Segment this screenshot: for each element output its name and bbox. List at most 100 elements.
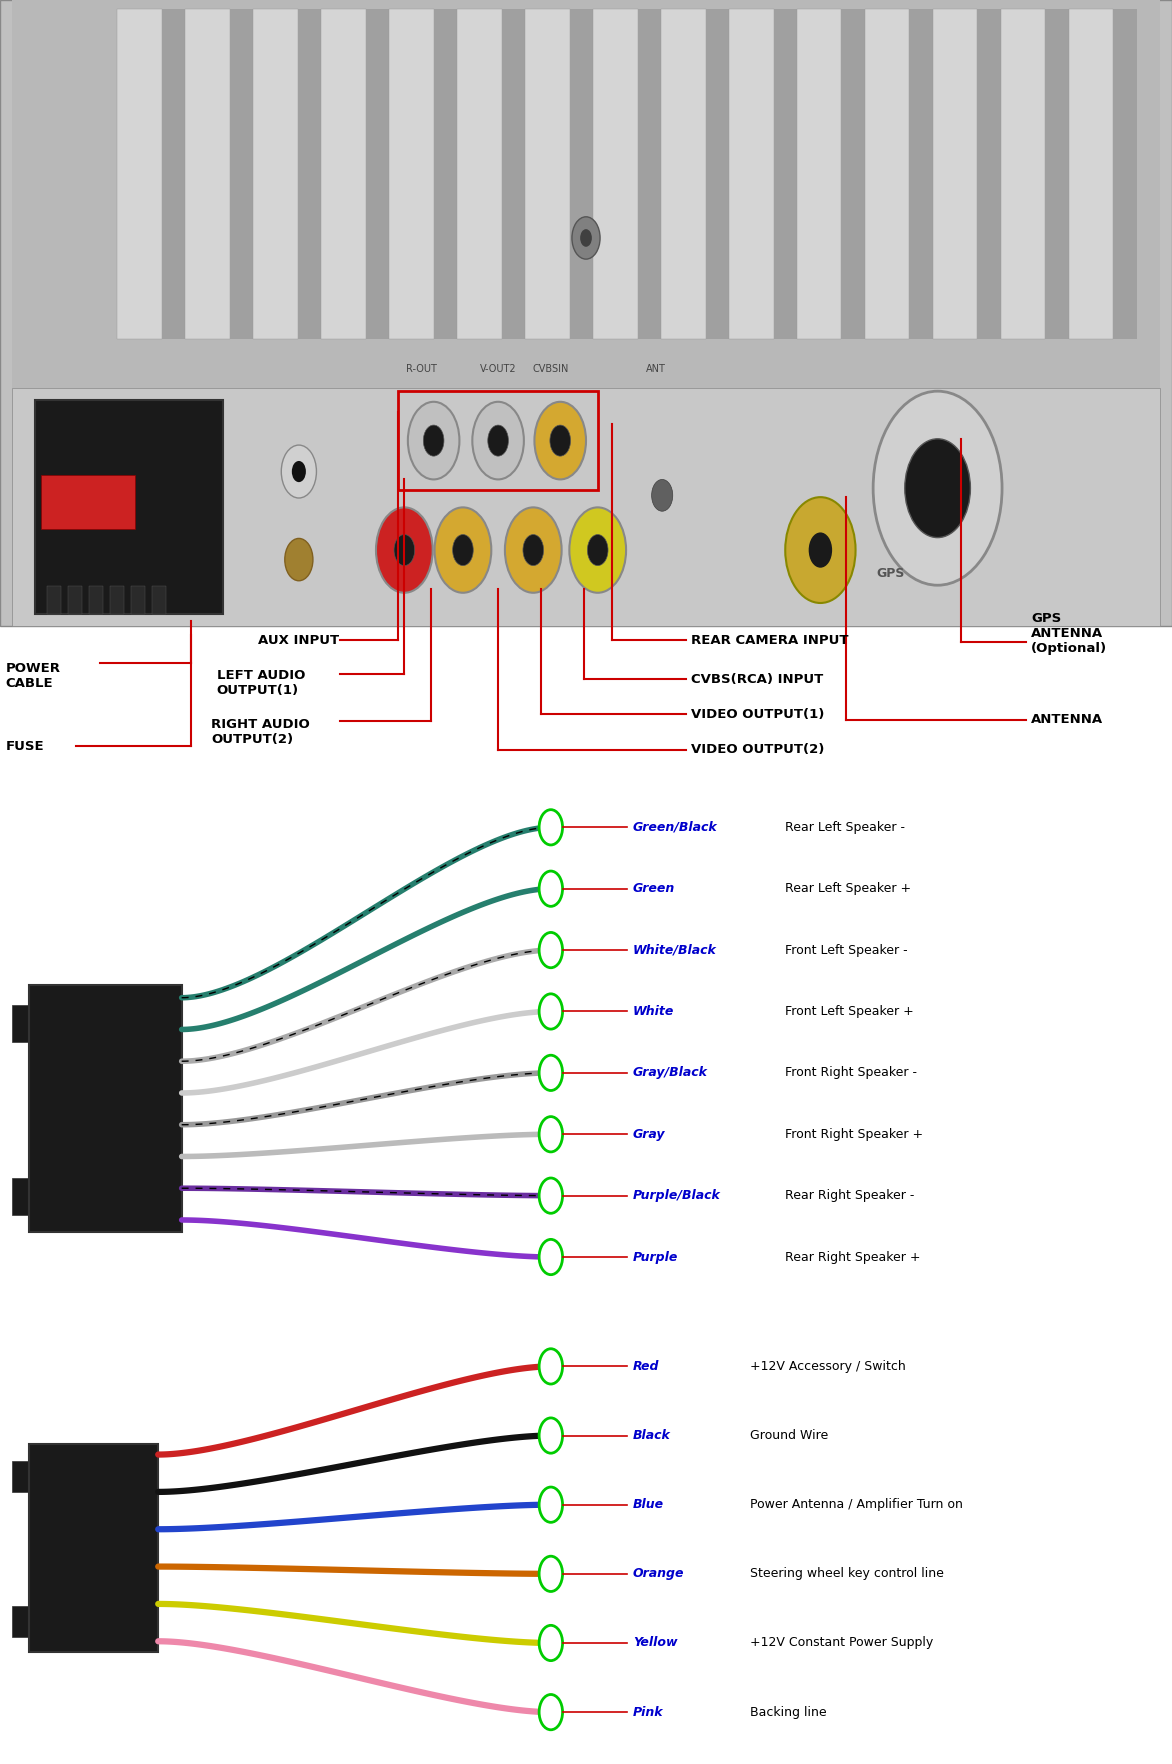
Text: Backing line: Backing line [750, 1706, 826, 1718]
Circle shape [539, 1178, 563, 1214]
Text: GPS: GPS [877, 568, 905, 580]
Text: POWER
CABLE: POWER CABLE [6, 662, 61, 690]
Circle shape [452, 534, 473, 566]
Bar [1113, 9, 1137, 339]
Bar [434, 9, 457, 339]
Text: Purple: Purple [633, 1251, 679, 1263]
Bar [68, 586, 82, 614]
Circle shape [285, 538, 313, 580]
Circle shape [505, 508, 561, 593]
Circle shape [523, 534, 544, 566]
Bar [1045, 9, 1069, 339]
Text: Rear Right Speaker +: Rear Right Speaker + [785, 1251, 921, 1263]
Text: Front Right Speaker +: Front Right Speaker + [785, 1127, 924, 1141]
Bar [321, 9, 366, 339]
Text: VIDEO OUTPUT(1): VIDEO OUTPUT(1) [691, 707, 825, 721]
Circle shape [539, 993, 563, 1028]
Circle shape [572, 217, 600, 259]
Bar [47, 586, 61, 614]
Circle shape [587, 534, 608, 566]
Circle shape [539, 933, 563, 968]
Text: Green: Green [633, 882, 675, 894]
Circle shape [435, 508, 491, 593]
Bar [12, 1461, 29, 1492]
Circle shape [539, 1487, 563, 1522]
Bar [661, 9, 706, 339]
Text: Blue: Blue [633, 1498, 665, 1512]
Circle shape [580, 229, 592, 247]
Circle shape [539, 1349, 563, 1385]
Bar [298, 9, 321, 339]
Bar [706, 9, 729, 339]
Text: Purple/Black: Purple/Black [633, 1189, 721, 1201]
Circle shape [539, 1695, 563, 1730]
Text: V-OUT2: V-OUT2 [479, 363, 517, 374]
Circle shape [570, 508, 626, 593]
Text: Gray: Gray [633, 1127, 666, 1141]
Text: +12V Accessory / Switch: +12V Accessory / Switch [750, 1360, 906, 1372]
Text: RIGHT AUDIO
OUTPUT(2): RIGHT AUDIO OUTPUT(2) [211, 718, 309, 746]
Text: Front Left Speaker +: Front Left Speaker + [785, 1005, 914, 1018]
Bar [389, 9, 434, 339]
Bar [230, 9, 253, 339]
Text: Power Antenna / Amplifier Turn on: Power Antenna / Amplifier Turn on [750, 1498, 963, 1512]
Text: +12V Constant Power Supply: +12V Constant Power Supply [750, 1637, 933, 1649]
Bar [774, 9, 797, 339]
Circle shape [550, 425, 571, 457]
Circle shape [472, 402, 524, 480]
Text: Front Left Speaker -: Front Left Speaker - [785, 944, 908, 956]
Text: Steering wheel key control line: Steering wheel key control line [750, 1568, 943, 1581]
Text: Ground Wire: Ground Wire [750, 1429, 829, 1441]
Circle shape [539, 1240, 563, 1275]
Bar [253, 9, 298, 339]
Bar [89, 586, 103, 614]
Bar [131, 586, 145, 614]
Bar [12, 1178, 29, 1215]
Bar [12, 1005, 29, 1043]
Text: Red: Red [633, 1360, 660, 1372]
Bar [502, 9, 525, 339]
Bar [0, 0, 1172, 626]
Text: GPS
ANTENNA
(Optional): GPS ANTENNA (Optional) [1031, 612, 1108, 654]
Bar [185, 9, 230, 339]
Text: AUX INPUT: AUX INPUT [258, 633, 339, 647]
Circle shape [539, 1055, 563, 1090]
Bar [12, 388, 1160, 626]
Bar [117, 9, 162, 339]
Text: FUSE: FUSE [6, 739, 45, 753]
Text: Rear Right Speaker -: Rear Right Speaker - [785, 1189, 914, 1201]
Bar [29, 986, 182, 1233]
Text: CVBS(RCA) INPUT: CVBS(RCA) INPUT [691, 672, 824, 686]
Bar [12, 0, 1160, 388]
Bar [933, 9, 977, 339]
Text: White: White [633, 1005, 674, 1018]
Text: LEFT AUDIO
OUTPUT(1): LEFT AUDIO OUTPUT(1) [217, 669, 305, 697]
Text: Rear Left Speaker +: Rear Left Speaker + [785, 882, 912, 894]
Bar [398, 392, 598, 490]
Circle shape [785, 497, 856, 603]
Circle shape [292, 460, 306, 482]
Text: Pink: Pink [633, 1706, 663, 1718]
Text: ANTENNA: ANTENNA [1031, 713, 1104, 727]
Bar [457, 9, 502, 339]
Circle shape [873, 392, 1002, 586]
Circle shape [408, 402, 459, 480]
Text: Gray/Black: Gray/Black [633, 1067, 708, 1080]
Circle shape [539, 1556, 563, 1591]
Bar [1069, 9, 1113, 339]
Circle shape [488, 425, 509, 457]
Text: Front Right Speaker -: Front Right Speaker - [785, 1067, 918, 1080]
Circle shape [652, 480, 673, 512]
Text: REAR CAMERA INPUT: REAR CAMERA INPUT [691, 633, 849, 647]
Text: Black: Black [633, 1429, 670, 1441]
Bar [41, 475, 135, 529]
Text: Orange: Orange [633, 1568, 684, 1581]
Circle shape [539, 1625, 563, 1660]
Circle shape [539, 810, 563, 845]
Circle shape [539, 1117, 563, 1152]
Bar [865, 9, 909, 339]
Bar [1001, 9, 1045, 339]
Bar [162, 9, 185, 339]
Circle shape [539, 871, 563, 907]
Circle shape [539, 1418, 563, 1454]
